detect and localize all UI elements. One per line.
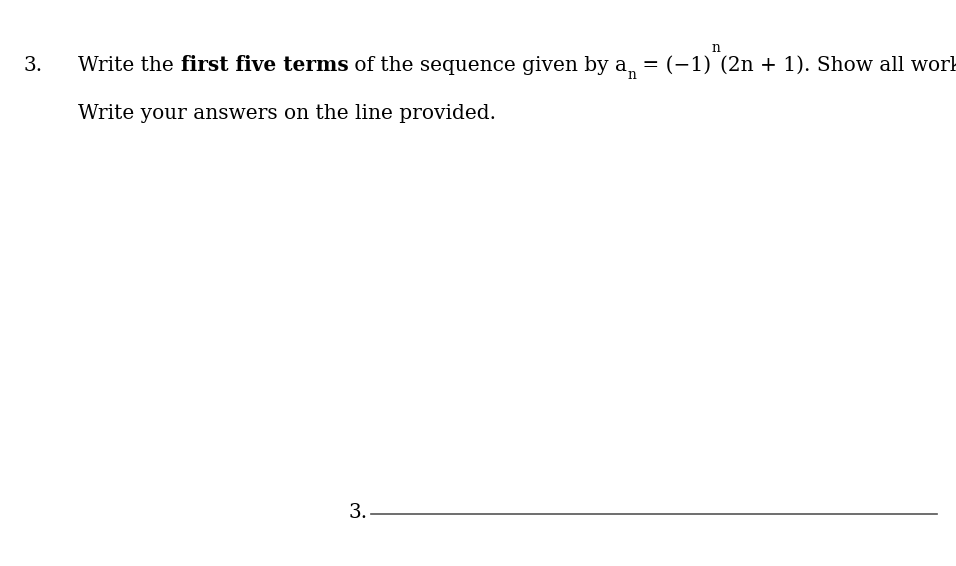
Text: of the sequence given by a: of the sequence given by a: [348, 55, 627, 75]
Text: first five terms: first five terms: [181, 55, 348, 75]
Text: Write the: Write the: [78, 55, 181, 75]
Text: 3.: 3.: [349, 503, 368, 522]
Text: 3.: 3.: [24, 55, 43, 75]
Text: (2n + 1). Show all work.: (2n + 1). Show all work.: [720, 55, 956, 75]
Text: n: n: [627, 68, 636, 82]
Text: = (−1): = (−1): [636, 55, 711, 75]
Text: Write your answers on the line provided.: Write your answers on the line provided.: [78, 104, 496, 123]
Text: n: n: [711, 41, 720, 55]
